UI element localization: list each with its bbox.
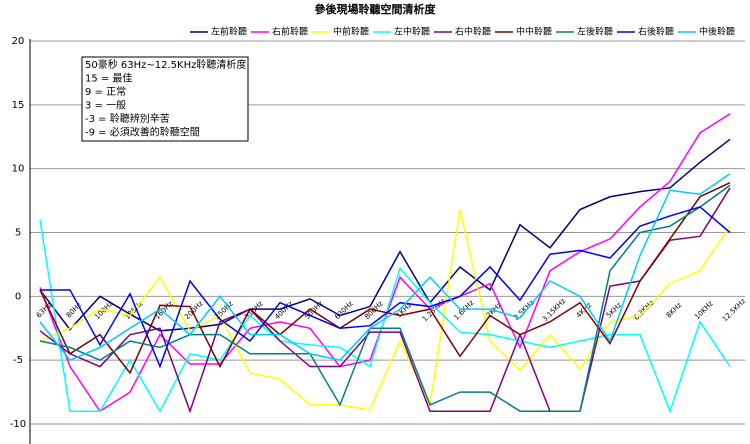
annotation-text: -9 = 必須改善的聆聽空間 — [85, 126, 200, 139]
y-tick-label: 10 — [12, 164, 25, 175]
legend-label: 中後聆聽 — [699, 26, 735, 38]
legend-label: 左後聆聽 — [577, 26, 613, 38]
annotation-box — [81, 56, 249, 142]
annotation-text: 3 = 一般 — [85, 99, 126, 112]
legend-label: 中前聆聽 — [333, 26, 369, 38]
legend-label: 中中聆聽 — [516, 26, 552, 38]
legend-label: 右前聆聽 — [272, 26, 308, 38]
annotation-text: -3 = 聆聽辨別辛苦 — [85, 112, 170, 125]
series-line — [40, 206, 731, 369]
series-line — [39, 173, 731, 362]
series-line — [39, 187, 731, 414]
series-line — [39, 209, 731, 411]
legend-label: 左中聆聽 — [394, 26, 430, 38]
y-tick-label: 5 — [15, 228, 21, 239]
legend-label: 右後聆聽 — [638, 26, 674, 38]
legend-label: 右中聆聽 — [455, 26, 491, 38]
annotation-text: 9 = 正常 — [85, 85, 126, 98]
legend-label: 左前聆聽 — [211, 26, 247, 38]
chart-title: 參後現場聆聽空間清析度 — [315, 2, 437, 16]
series-line — [39, 138, 731, 332]
series-line — [39, 182, 731, 375]
series-line — [39, 184, 731, 412]
annotation-text: 50豪秒 63Hz~12.5KHz聆聽清析度 — [85, 58, 246, 71]
y-tick-label: 15 — [12, 100, 25, 111]
annotation-text: 15 = 最佳 — [85, 72, 132, 85]
y-tick-label: 0 — [15, 291, 21, 302]
y-tick-label: -5 — [13, 355, 23, 366]
y-tick-label: -10 — [10, 419, 26, 430]
y-tick-label: 20 — [12, 36, 25, 47]
